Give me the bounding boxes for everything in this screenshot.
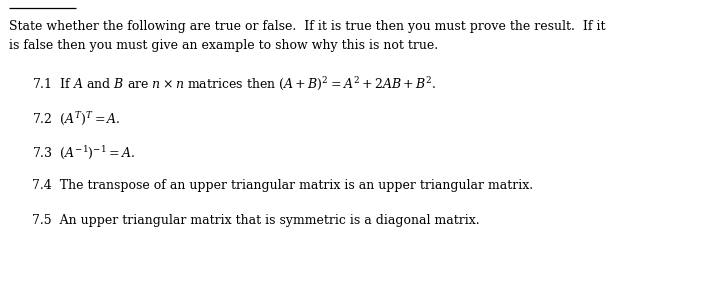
Text: 7.2  $(A^T)^T = A.$: 7.2 $(A^T)^T = A.$ bbox=[32, 110, 121, 127]
Text: 7.3  $(A^{-1})^{-1} = A.$: 7.3 $(A^{-1})^{-1} = A.$ bbox=[32, 144, 135, 161]
Text: 7.1  If $A$ and $B$ are $n\times n$ matrices then $(A+B)^2 = A^2+2AB+B^2.$: 7.1 If $A$ and $B$ are $n\times n$ matri… bbox=[32, 75, 437, 92]
Text: 7.4  The transpose of an upper triangular matrix is an upper triangular matrix.: 7.4 The transpose of an upper triangular… bbox=[32, 179, 534, 192]
Text: State whether the following are true or false.  If it is true then you must prov: State whether the following are true or … bbox=[9, 20, 605, 33]
Text: is false then you must give an example to show why this is not true.: is false then you must give an example t… bbox=[9, 39, 438, 52]
Text: 7.5  An upper triangular matrix that is symmetric is a diagonal matrix.: 7.5 An upper triangular matrix that is s… bbox=[32, 214, 480, 227]
